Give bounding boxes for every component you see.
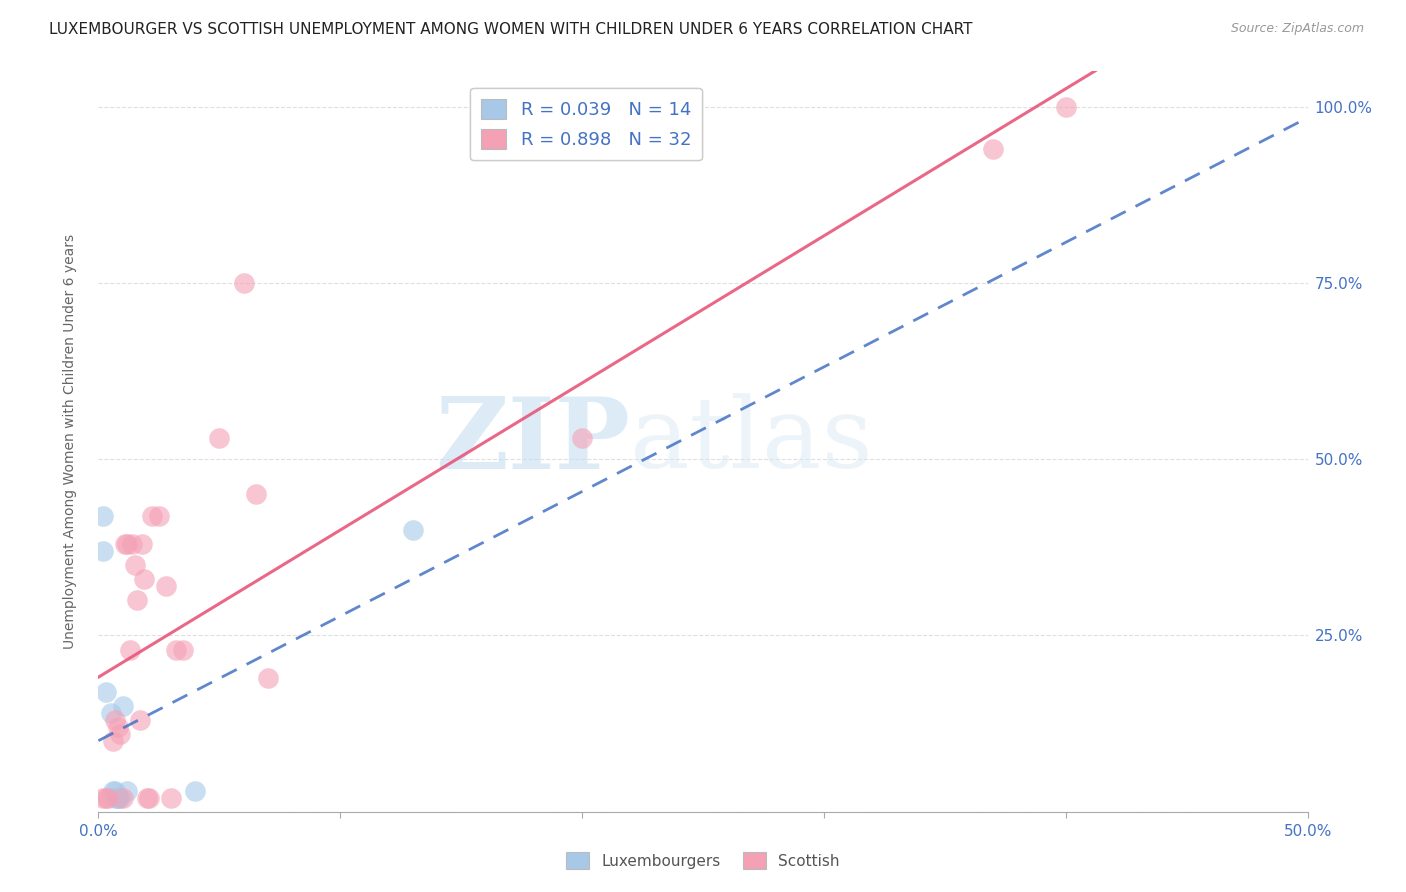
- Point: [172, 642, 194, 657]
- Point: [131, 537, 153, 551]
- Point: [101, 734, 124, 748]
- Point: [571, 431, 593, 445]
- Point: [117, 783, 139, 797]
- Point: [232, 276, 254, 290]
- Point: [155, 579, 177, 593]
- Point: [91, 544, 114, 558]
- Point: [107, 790, 129, 805]
- Point: [127, 593, 149, 607]
- Point: [104, 713, 127, 727]
- Point: [104, 790, 127, 805]
- Point: [108, 790, 131, 805]
- Point: [118, 642, 141, 657]
- Point: [245, 487, 267, 501]
- Point: [184, 783, 207, 797]
- Point: [107, 720, 129, 734]
- Point: [134, 572, 156, 586]
- Legend: Luxembourgers, Scottish: Luxembourgers, Scottish: [560, 846, 846, 875]
- Y-axis label: Unemployment Among Women with Children Under 6 years: Unemployment Among Women with Children U…: [63, 234, 77, 649]
- Point: [124, 558, 146, 572]
- Legend: R = 0.039   N = 14, R = 0.898   N = 32: R = 0.039 N = 14, R = 0.898 N = 32: [470, 87, 702, 161]
- Point: [107, 790, 129, 805]
- Point: [165, 642, 187, 657]
- Point: [141, 508, 163, 523]
- Point: [97, 790, 120, 805]
- Point: [121, 537, 143, 551]
- Point: [114, 537, 136, 551]
- Point: [208, 431, 231, 445]
- Point: [148, 508, 170, 523]
- Point: [111, 698, 134, 713]
- Point: [108, 727, 131, 741]
- Point: [117, 537, 139, 551]
- Text: atlas: atlas: [630, 393, 873, 490]
- Point: [1054, 100, 1077, 114]
- Point: [160, 790, 183, 805]
- Point: [135, 790, 157, 805]
- Point: [138, 790, 160, 805]
- Point: [111, 790, 134, 805]
- Point: [101, 783, 124, 797]
- Point: [91, 790, 114, 805]
- Point: [128, 713, 150, 727]
- Point: [91, 508, 114, 523]
- Point: [100, 706, 122, 720]
- Point: [981, 142, 1004, 156]
- Text: ZIP: ZIP: [436, 393, 630, 490]
- Point: [94, 790, 117, 805]
- Point: [402, 523, 425, 537]
- Text: LUXEMBOURGER VS SCOTTISH UNEMPLOYMENT AMONG WOMEN WITH CHILDREN UNDER 6 YEARS CO: LUXEMBOURGER VS SCOTTISH UNEMPLOYMENT AM…: [49, 22, 973, 37]
- Point: [94, 685, 117, 699]
- Text: Source: ZipAtlas.com: Source: ZipAtlas.com: [1230, 22, 1364, 36]
- Point: [104, 783, 127, 797]
- Point: [256, 671, 278, 685]
